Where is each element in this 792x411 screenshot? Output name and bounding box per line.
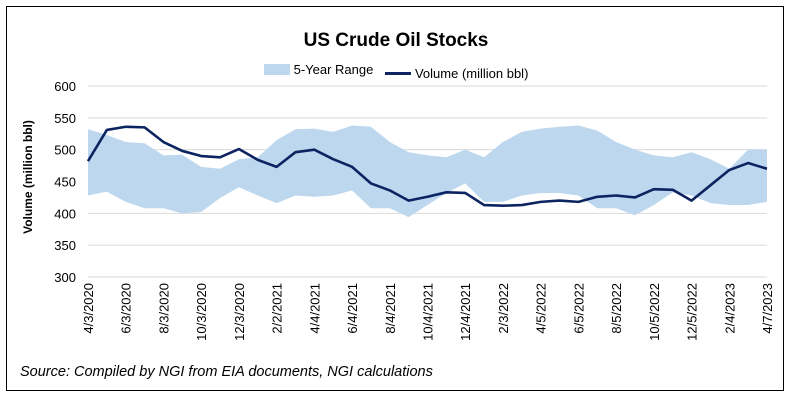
x-tick-label: 4/4/2021 (307, 283, 322, 334)
x-tick-label: 12/3/2020 (232, 283, 247, 341)
y-tick-label: 500 (54, 143, 76, 158)
x-tick-label: 6/3/2020 (119, 283, 134, 334)
x-tick-label: 2/3/2022 (496, 283, 511, 334)
chart-frame (6, 6, 784, 391)
y-tick-label: 400 (54, 206, 76, 221)
legend-item-volume: Volume (million bbl) (384, 66, 529, 81)
x-tick-label: 4/3/2020 (81, 283, 96, 334)
x-tick-label: 10/4/2021 (421, 283, 436, 341)
x-tick-label: 2/2/2021 (270, 283, 285, 334)
x-tick-label: 8/3/2020 (156, 283, 171, 334)
x-tick-label: 6/4/2021 (345, 283, 360, 334)
x-tick-label: 2/4/2023 (722, 283, 737, 334)
legend-swatch-range (263, 64, 290, 75)
y-tick-label: 450 (54, 175, 76, 190)
x-tick-label: 8/4/2021 (383, 283, 398, 334)
legend-swatch-volume (384, 72, 411, 75)
x-tick-label: 12/5/2022 (685, 283, 700, 341)
legend-item-range: 5-Year Range (263, 62, 374, 77)
x-tick-label: 10/5/2022 (647, 283, 662, 341)
x-tick-label: 12/4/2021 (458, 283, 473, 341)
legend-label-volume: Volume (million bbl) (414, 66, 529, 81)
y-tick-label: 350 (54, 238, 76, 253)
x-tick-label: 8/5/2022 (609, 283, 624, 334)
source-note: Source: Compiled by NGI from EIA documen… (20, 364, 433, 380)
x-tick-label: 6/5/2022 (571, 283, 586, 334)
range-band (88, 125, 767, 218)
chart-title: US Crude Oil Stocks (303, 30, 489, 51)
y-tick-label: 600 (54, 79, 76, 94)
y-tick-label: 550 (54, 111, 76, 126)
legend-label-range: 5-Year Range (293, 62, 374, 77)
x-tick-label: 4/5/2022 (534, 283, 549, 334)
x-tick-label: 10/3/2020 (194, 283, 209, 341)
y-tick-label: 300 (54, 270, 76, 285)
legend: 5-Year Range Volume (million bbl) (0, 62, 792, 81)
x-tick-label: 4/7/2023 (760, 283, 775, 334)
